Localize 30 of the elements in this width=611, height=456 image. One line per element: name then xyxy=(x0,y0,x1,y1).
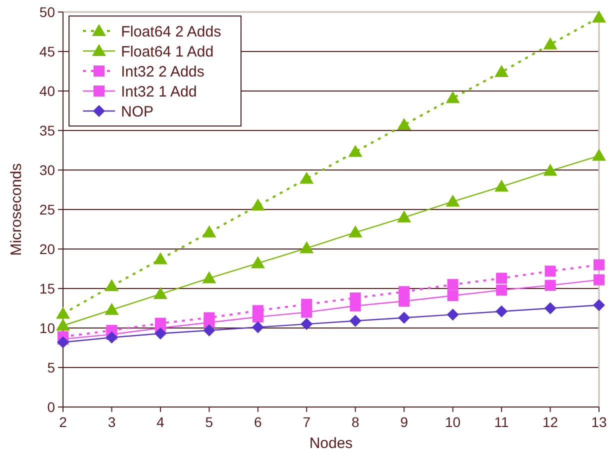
y-tick-label: 20 xyxy=(39,240,56,257)
x-tick-label: 8 xyxy=(351,414,360,430)
y-tick-label: 15 xyxy=(39,280,56,296)
legend-label: Float64 1 Add xyxy=(121,43,214,60)
y-tick-label: 5 xyxy=(47,359,56,376)
y-tick-label: 50 xyxy=(39,4,56,20)
y-tick-label: 0 xyxy=(47,398,56,415)
x-tick-label: 13 xyxy=(591,414,607,430)
x-tick-label: 9 xyxy=(400,414,408,430)
y-tick-label: 35 xyxy=(39,122,56,138)
y-tick-label: 40 xyxy=(39,82,56,99)
y-tick-label: 10 xyxy=(39,320,56,336)
x-tick-label: 6 xyxy=(254,414,262,430)
y-tick-label: 25 xyxy=(39,201,56,218)
x-tick-label: 12 xyxy=(542,414,558,430)
x-tick-label: 7 xyxy=(302,414,311,430)
legend-label: NOP xyxy=(121,103,154,120)
y-tick-label: 30 xyxy=(39,162,56,178)
x-axis-title: Nodes xyxy=(309,435,353,452)
x-tick-label: 4 xyxy=(156,414,165,430)
legend-label: Float64 2 Adds xyxy=(121,23,222,40)
x-tick-label: 5 xyxy=(205,414,214,430)
x-tick-label: 11 xyxy=(494,414,510,430)
x-tick-label: 10 xyxy=(445,414,461,430)
x-tick-label: 3 xyxy=(108,414,116,430)
y-axis-title: Microseconds xyxy=(8,163,25,256)
x-tick-label: 2 xyxy=(59,414,68,430)
legend-label: Int32 1 Add xyxy=(121,83,197,100)
y-tick-label: 45 xyxy=(39,43,56,60)
legend-label: Int32 2 Adds xyxy=(121,63,204,80)
